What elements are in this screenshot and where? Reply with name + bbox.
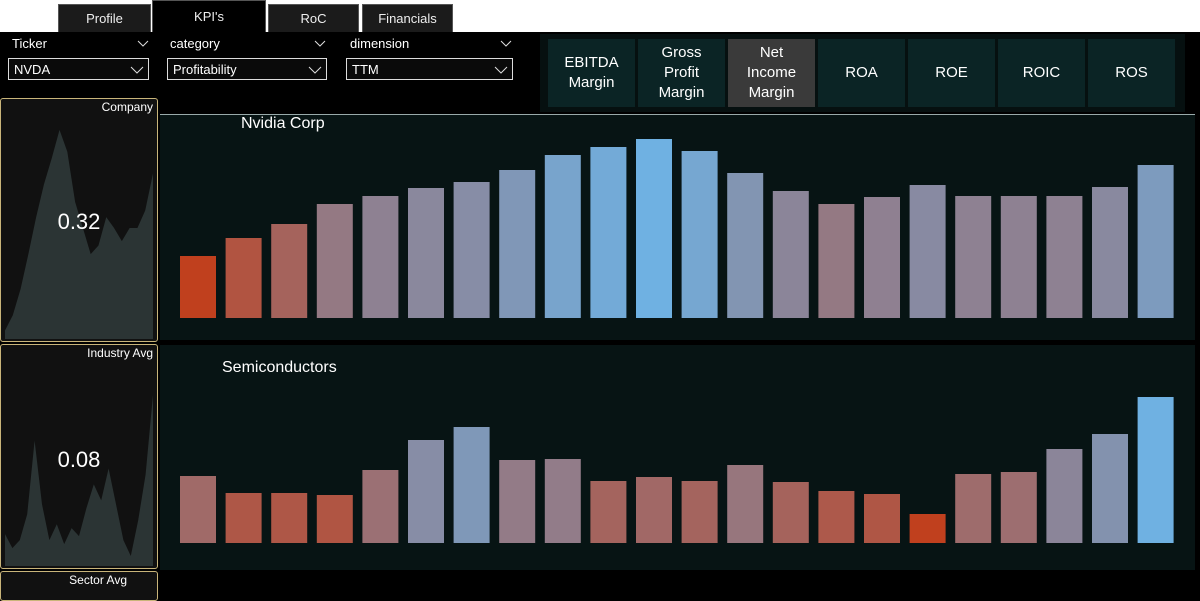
sparkline (5, 129, 153, 339)
bar (909, 185, 946, 318)
tab[interactable]: KPI's (152, 0, 266, 32)
bar (818, 491, 855, 543)
bar (271, 493, 308, 543)
bar (544, 459, 581, 543)
chevron (314, 40, 326, 47)
bar (1000, 196, 1037, 318)
bar (864, 494, 900, 543)
bar (772, 191, 809, 318)
bar (271, 224, 308, 318)
tab[interactable]: RoC (268, 4, 359, 32)
bar (590, 147, 627, 318)
bar (818, 204, 855, 318)
bar (636, 477, 672, 543)
card-value: 0.08 (57, 447, 101, 472)
bar (316, 495, 353, 543)
bar (909, 514, 946, 543)
dropdown-value: NVDA (14, 61, 51, 77)
filter-label: dimension (350, 36, 410, 51)
bar (1046, 196, 1083, 318)
bar (1092, 434, 1128, 543)
tab[interactable]: Profile (58, 4, 151, 32)
bar (681, 481, 718, 543)
bar (499, 170, 536, 318)
bar (636, 139, 672, 318)
dropdown[interactable]: TTM (346, 58, 513, 80)
kpi-card: Industry Avg 0.08 (0, 344, 158, 569)
card-label: Company (101, 100, 153, 114)
metric-button[interactable]: EBITDA Margin (548, 39, 635, 107)
bar (955, 474, 992, 543)
dropdown-value: Profitability (173, 61, 237, 77)
bar (180, 476, 216, 543)
bar (453, 427, 490, 543)
bar (453, 182, 490, 318)
bar (362, 196, 399, 318)
bar (772, 482, 809, 543)
bar (727, 173, 764, 318)
bar (408, 188, 444, 318)
metric-button[interactable]: Net Income Margin (728, 39, 815, 107)
chart-title: Semiconductors (222, 359, 337, 376)
bar (1137, 165, 1174, 318)
bar (544, 155, 581, 318)
bar (180, 256, 216, 318)
bar (727, 465, 764, 543)
bar (590, 481, 627, 543)
metric-button[interactable]: Gross Profit Margin (638, 39, 725, 107)
kpi-card: Sector Avg (0, 571, 158, 601)
bar (408, 440, 444, 543)
chevron (137, 40, 149, 47)
bar (316, 204, 353, 318)
bar (864, 197, 900, 318)
chevron (308, 66, 322, 74)
bar (681, 151, 718, 318)
filter-label: Ticker (12, 36, 47, 51)
kpi-card: Company 0.32 (0, 98, 158, 342)
chevron (130, 66, 144, 74)
sparkline-area (5, 394, 153, 566)
metric-button[interactable]: ROE (908, 39, 995, 107)
dropdown-value: TTM (352, 61, 379, 77)
metric-button[interactable]: ROA (818, 39, 905, 107)
bar (1137, 397, 1174, 543)
chart-title: Nvidia Corp (241, 115, 325, 132)
chevron (500, 40, 512, 47)
tab[interactable]: Financials (362, 4, 453, 32)
metric-button[interactable]: ROS (1088, 39, 1175, 107)
bar (225, 493, 262, 543)
bar (499, 460, 536, 543)
bar (225, 238, 262, 318)
dropdown[interactable]: Profitability (167, 58, 327, 80)
bar (1092, 187, 1128, 318)
card-label: Sector Avg (69, 573, 127, 587)
card-label: Industry Avg (87, 346, 153, 360)
chart-panel: Semiconductors (160, 345, 1195, 570)
sparkline (5, 394, 153, 566)
card-value: 0.32 (57, 209, 101, 234)
bar (955, 196, 992, 318)
chart-panel: Nvidia Corp (160, 114, 1195, 340)
bar (1000, 472, 1037, 543)
chevron (494, 66, 508, 74)
sparkline-area (5, 129, 153, 339)
dropdown[interactable]: NVDA (8, 58, 149, 80)
bar (362, 470, 399, 543)
bar-chart (180, 139, 1174, 318)
bar-chart (180, 397, 1174, 543)
filter-label: category (170, 36, 220, 51)
metric-button[interactable]: ROIC (998, 39, 1085, 107)
bar (1046, 449, 1083, 543)
